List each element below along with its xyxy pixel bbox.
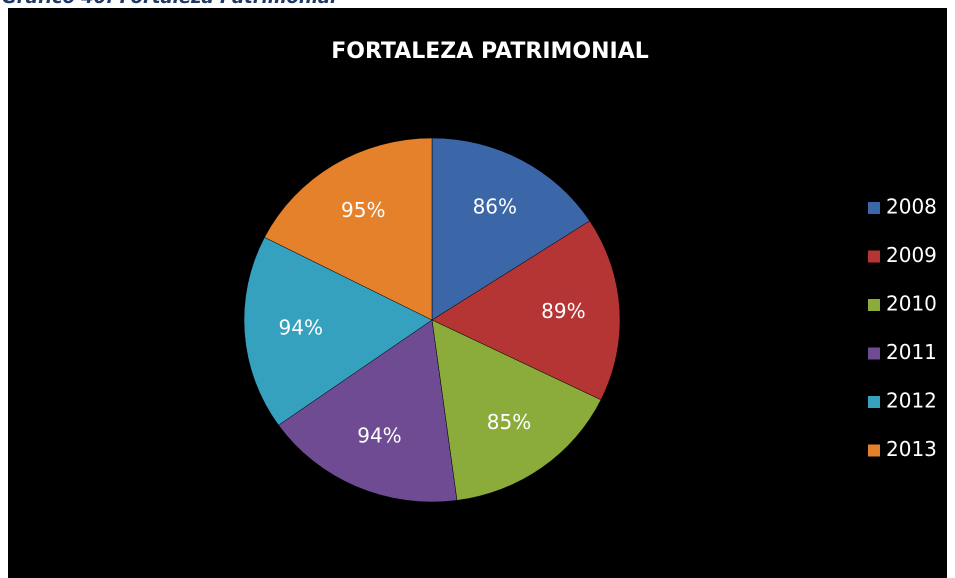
legend-swatch	[868, 396, 880, 408]
legend-label: 2013	[886, 437, 937, 461]
legend-swatch	[868, 250, 880, 263]
legend-swatch	[868, 444, 880, 457]
caption: Gráfico 40: Fortaleza Patrimonial	[2, 0, 337, 8]
legend-label: 2008	[886, 195, 937, 219]
pie-slice	[264, 137, 433, 321]
data-label: 85%	[487, 410, 531, 434]
legend-label: 2010	[886, 292, 937, 316]
data-label: 94%	[279, 316, 323, 340]
pie-slice	[431, 137, 591, 321]
data-label: 86%	[473, 195, 517, 219]
pie-slice	[431, 220, 621, 401]
pie-slice	[431, 319, 602, 501]
pie-slice	[243, 236, 433, 426]
data-label: 95%	[341, 198, 385, 222]
legend-swatch	[868, 347, 880, 360]
legend-swatch	[868, 202, 880, 214]
data-label: 94%	[357, 423, 401, 447]
legend-label: 2012	[886, 389, 937, 413]
legend-label: 2011	[886, 340, 937, 364]
chart-title: FORTALEZA PATRIMONIAL	[331, 39, 649, 64]
legend-swatch	[868, 299, 880, 311]
data-label: 89%	[541, 299, 585, 323]
legend-label: 2009	[886, 243, 937, 267]
pie-slice	[278, 319, 458, 503]
